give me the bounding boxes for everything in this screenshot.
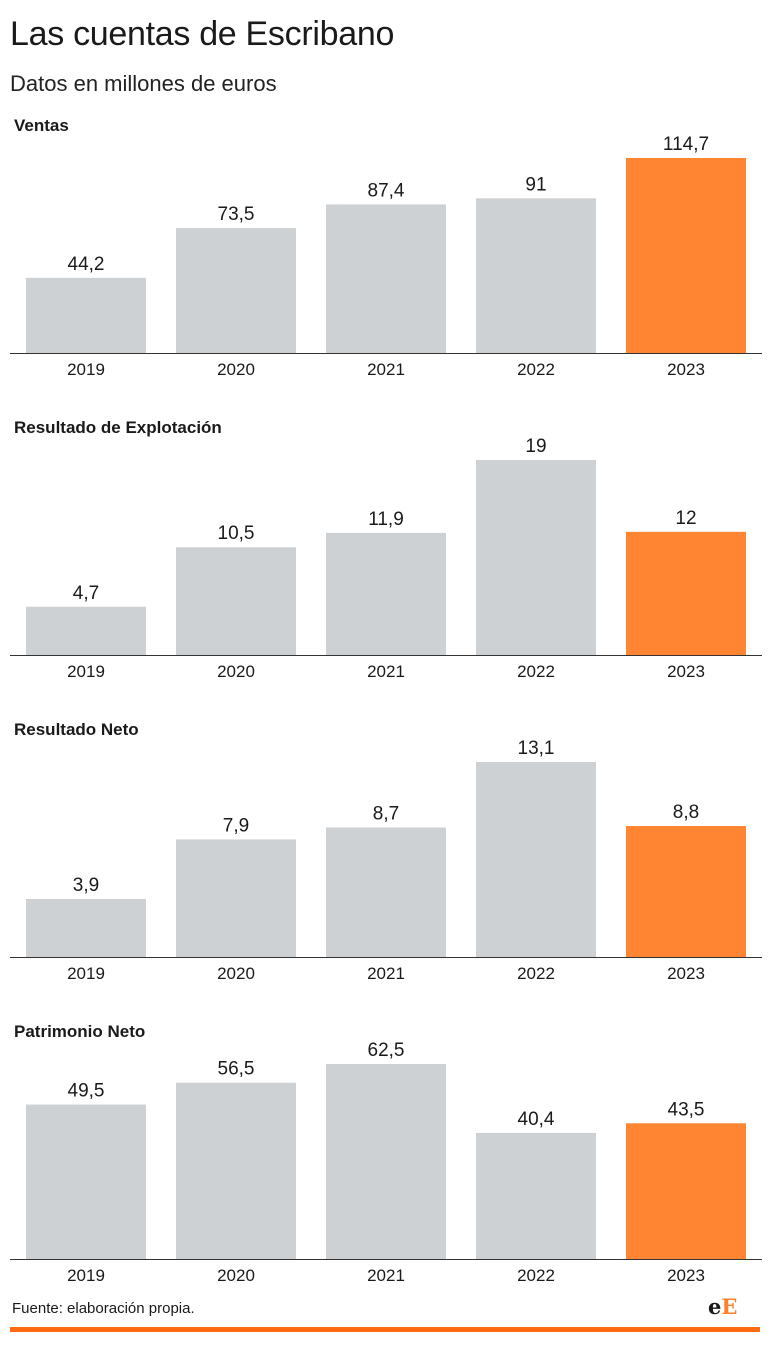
bar-2020 — [176, 1082, 296, 1259]
chart-title: Resultado de Explotación — [14, 418, 222, 437]
x-tick-2020: 2020 — [217, 662, 255, 681]
bar-2020 — [176, 839, 296, 957]
x-tick-2021: 2021 — [367, 360, 405, 379]
x-tick-2022: 2022 — [517, 1266, 555, 1285]
data-label-2022: 91 — [525, 174, 546, 195]
bar-2019 — [26, 277, 146, 353]
x-tick-2020: 2020 — [217, 1266, 255, 1285]
x-tick-2019: 2019 — [67, 360, 105, 379]
x-tick-2022: 2022 — [517, 662, 555, 681]
data-label-2023: 12 — [675, 508, 696, 529]
bar-2023 — [626, 826, 746, 957]
x-tick-2019: 2019 — [67, 662, 105, 681]
x-tick-2020: 2020 — [217, 964, 255, 983]
bar-2022 — [476, 762, 596, 957]
chart-title: Ventas — [14, 116, 69, 135]
bar-2022 — [476, 198, 596, 353]
data-label-2022: 13,1 — [518, 738, 555, 759]
bar-2021 — [326, 1064, 446, 1259]
x-tick-2023: 2023 — [667, 1266, 705, 1285]
chart-title: Resultado Neto — [14, 720, 139, 739]
bottom-accent-bar — [10, 1327, 760, 1332]
x-tick-2022: 2022 — [517, 964, 555, 983]
logo-letter-E: E — [721, 1294, 738, 1319]
data-label-2021: 8,7 — [373, 803, 399, 824]
data-label-2022: 19 — [525, 436, 546, 457]
data-label-2021: 62,5 — [368, 1040, 405, 1061]
data-label-2020: 56,5 — [218, 1059, 255, 1080]
x-tick-2023: 2023 — [667, 662, 705, 681]
bar-2023 — [626, 531, 746, 655]
publisher-logo: eE — [708, 1294, 737, 1319]
data-label-2021: 11,9 — [368, 509, 404, 530]
x-tick-2020: 2020 — [217, 360, 255, 379]
data-label-2019: 3,9 — [73, 875, 99, 896]
bar-2019 — [26, 606, 146, 655]
bar-2019 — [26, 1104, 146, 1259]
data-label-2019: 44,2 — [68, 254, 105, 275]
bar-2022 — [476, 460, 596, 655]
chart-title: Patrimonio Neto — [14, 1022, 145, 1041]
page-subtitle: Datos en millones de euros — [10, 71, 277, 96]
data-label-2022: 40,4 — [518, 1109, 555, 1130]
data-label-2020: 73,5 — [218, 204, 255, 225]
source-note: Fuente: elaboración propia. — [12, 1300, 195, 1317]
bar-2023 — [626, 1123, 746, 1259]
data-label-2019: 49,5 — [68, 1081, 105, 1102]
bar-2021 — [326, 204, 446, 353]
data-label-2020: 10,5 — [218, 523, 255, 544]
x-tick-2019: 2019 — [67, 964, 105, 983]
x-tick-2023: 2023 — [667, 964, 705, 983]
bar-2020 — [176, 547, 296, 655]
data-label-2023: 43,5 — [668, 1099, 705, 1120]
page-title: Las cuentas de Escribano — [10, 15, 395, 53]
data-label-2020: 7,9 — [223, 815, 249, 836]
data-label-2023: 8,8 — [673, 802, 699, 823]
x-tick-2021: 2021 — [367, 964, 405, 983]
x-tick-2021: 2021 — [367, 662, 405, 681]
x-tick-2022: 2022 — [517, 360, 555, 379]
bar-2021 — [326, 532, 446, 655]
data-label-2019: 4,7 — [73, 583, 99, 604]
bar-chart-3: Resultado Neto 3,9 2019 7,9 2020 8,7 2021 13,1 2… — [10, 720, 762, 983]
x-tick-2023: 2023 — [667, 360, 705, 379]
bar-chart-4: Patrimonio Neto 49,5 2019 56,5 2020 62,5 2021 4… — [10, 1022, 762, 1285]
bar-2019 — [26, 898, 146, 957]
bar-2020 — [176, 228, 296, 353]
bar-chart-2: Resultado de Explotación 4,7 2019 10,5 2020 1… — [10, 418, 762, 681]
bar-2021 — [326, 827, 446, 957]
x-tick-2021: 2021 — [367, 1266, 405, 1285]
data-label-2021: 87,4 — [368, 180, 405, 201]
data-label-2023: 114,7 — [663, 134, 709, 155]
bar-chart-1: Ventas 44,2 2019 73,5 2020 87,4 2021 91 2022 114,… — [10, 116, 762, 379]
logo-letter-e: e — [708, 1294, 722, 1319]
x-tick-2019: 2019 — [67, 1266, 105, 1285]
bar-2023 — [626, 158, 746, 353]
bar-2022 — [476, 1132, 596, 1259]
